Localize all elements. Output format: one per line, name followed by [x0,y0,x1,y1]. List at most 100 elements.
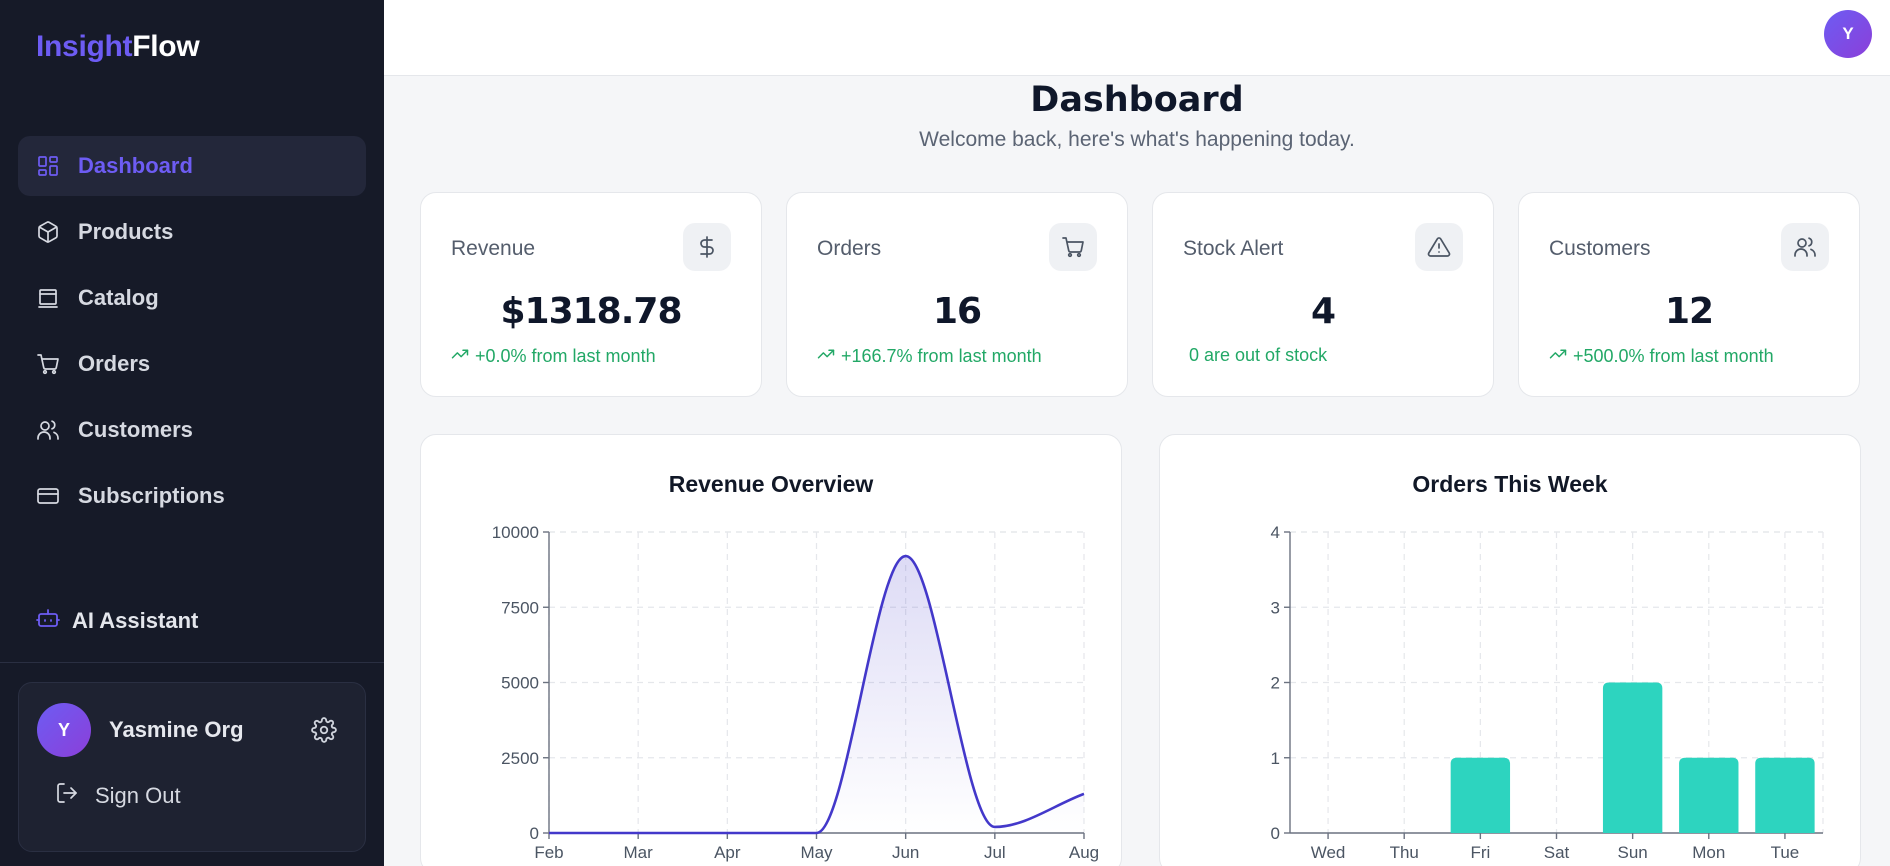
sidebar-item-label: Dashboard [78,153,193,178]
stat-delta: +500.0% from last month [1549,345,1774,368]
x-tick-label: Aug [1069,843,1099,862]
sidebar: InsightFlow Dashboard Products Catalog O… [0,0,384,866]
x-tick-label: Apr [714,843,741,862]
user-name: Yasmine Org [109,717,244,742]
orders-chart: 0 1 2 3 4 Wed Thu Fri Sat Sun Mon Tue [1271,523,1824,862]
x-tick-label: Jun [892,843,919,862]
sidebar-item-dashboard[interactable]: Dashboard [18,136,366,196]
cart-icon [36,352,60,376]
credit-card-icon [36,484,60,508]
stat-value: $1318.78 [500,291,682,332]
stat-delta-text: 0 are out of stock [1189,345,1328,365]
dashboard-icon [36,154,60,178]
stat-label: Orders [817,237,882,260]
gear-icon[interactable] [311,717,337,743]
stat-value: 16 [932,291,982,332]
ai-assistant-label: AI Assistant [72,608,199,633]
y-tick-label: 2 [1271,674,1280,693]
catalog-icon [36,286,60,310]
chart-title: Revenue Overview [668,471,874,497]
bar-tue [1755,757,1815,833]
sidebar-item-orders[interactable]: Orders [18,334,366,394]
stat-delta: +0.0% from last month [451,345,656,368]
sidebar-item-label: Catalog [78,285,159,310]
stat-delta: +166.7% from last month [817,345,1042,368]
customers-card: Customers 12 +500.0% from last month [1518,192,1860,397]
sidebar-item-label: Orders [78,351,151,376]
sidebar-nav: Dashboard Products Catalog Orders Custom… [18,136,366,532]
stock-alert-card: Stock Alert 4 0 are out of stock [1152,192,1494,397]
cart-icon [1049,223,1097,271]
stat-delta-text: +500.0% from last month [1573,346,1774,366]
y-tick-label: 10000 [492,523,539,542]
y-tick-label: 2500 [501,749,539,768]
revenue-chart: 0 2500 5000 7500 10000 Feb Mar Apr May Jun Jul Aug [492,523,1099,862]
revenue-area [549,556,1084,833]
trending-up-icon [451,345,475,368]
user-card: Y Yasmine Org Sign Out [18,682,366,852]
sidebar-item-customers[interactable]: Customers [18,400,366,460]
log-out-icon [55,781,95,811]
orders-card: Orders 16 +166.7% from last month [786,192,1128,397]
x-tick-label: Thu [1390,843,1419,862]
stat-value: 12 [1664,291,1714,332]
user-avatar[interactable]: Y [37,703,91,757]
x-tick-label: Sun [1618,843,1648,862]
sidebar-item-products[interactable]: Products [18,202,366,262]
x-tick-label: Jul [984,843,1006,862]
bar-sun [1602,682,1663,833]
y-tick-label: 0 [1271,824,1280,843]
chart-title: Orders This Week [1412,471,1608,497]
y-tick-label: 0 [530,824,539,843]
profile-avatar[interactable]: Y [1824,10,1872,58]
brand-part-2: Flow [132,30,200,63]
bot-icon [36,606,72,636]
stat-delta-text: +166.7% from last month [841,346,1042,366]
sidebar-item-label: Subscriptions [78,483,225,508]
x-tick-label: Wed [1311,843,1346,862]
sidebar-item-label: Customers [78,417,193,442]
sidebar-divider [0,662,384,663]
brand-part-1: Insight [36,30,133,63]
orders-week-card: Orders This Week 0 1 2 3 4 Wed Thu Fri Sat Sun Mon… [1159,434,1861,866]
page-subtitle: Welcome back, here's what's happening to… [919,128,1355,151]
x-tick-label: May [800,843,833,862]
y-tick-label: 4 [1271,523,1280,542]
dollar-icon [683,223,731,271]
stat-label: Stock Alert [1183,237,1284,260]
sign-out-button[interactable]: Sign Out [55,781,181,811]
trending-up-icon [1549,345,1573,368]
bar-fri [1450,757,1511,833]
revenue-card: Revenue $1318.78 +0.0% from last month [420,192,762,397]
y-tick-label: 5000 [501,674,539,693]
x-tick-label: Sat [1544,843,1570,862]
stat-delta-text: +0.0% from last month [475,346,656,366]
x-tick-label: Tue [1771,843,1800,862]
stat-value: 4 [1310,291,1336,332]
stat-label: Revenue [451,237,536,260]
y-tick-label: 3 [1271,598,1280,617]
x-tick-label: Feb [534,843,563,862]
x-tick-label: Mon [1692,843,1725,862]
top-bar: Y [384,0,1890,76]
stat-delta: 0 are out of stock [1189,345,1327,366]
x-tick-label: Fri [1470,843,1490,862]
users-icon [36,418,60,442]
alert-triangle-icon [1415,223,1463,271]
sidebar-item-catalog[interactable]: Catalog [18,268,366,328]
bar-mon [1679,757,1739,833]
sidebar-item-subscriptions[interactable]: Subscriptions [18,466,366,526]
brand-logo[interactable]: InsightFlow [36,30,200,64]
y-tick-label: 7500 [501,598,539,617]
box-icon [36,220,60,244]
page-title: Dashboard [1030,80,1244,120]
users-icon [1781,223,1829,271]
revenue-line [549,554,1085,835]
y-tick-label: 1 [1271,749,1280,768]
stat-label: Customers [1549,237,1651,260]
trending-up-icon [817,345,841,368]
x-tick-label: Mar [624,843,654,862]
sign-out-label: Sign Out [95,783,181,808]
revenue-overview-card: Revenue Overview 0 2500 5000 7500 10000 Feb Ma… [420,434,1122,866]
ai-assistant-button[interactable]: AI Assistant [36,606,198,636]
